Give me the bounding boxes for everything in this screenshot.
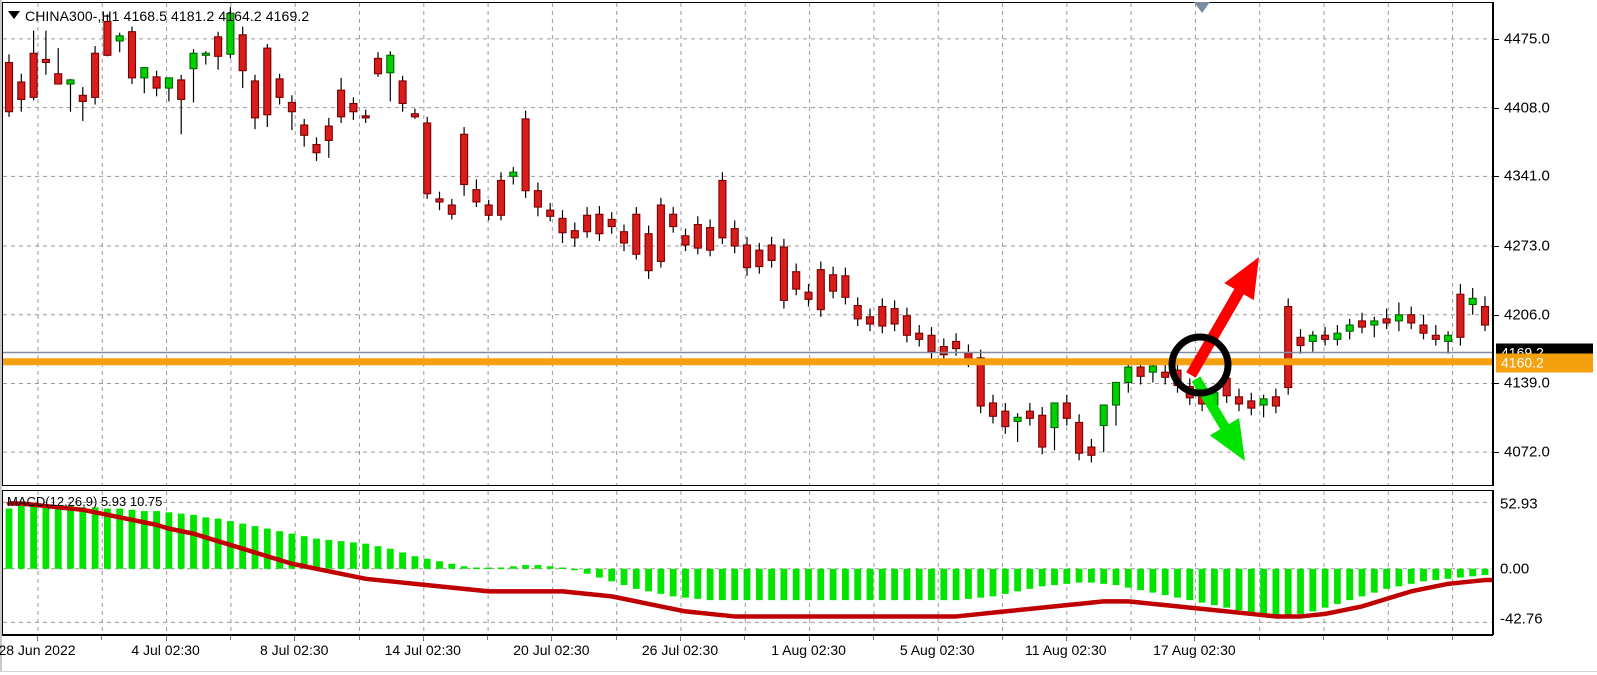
time-minor-tick: [229, 636, 231, 640]
time-tick-label: 11 Aug 02:30: [1025, 642, 1107, 658]
macd-tick-label: -42.76: [1500, 610, 1543, 628]
price-tick-mark: [1494, 383, 1499, 385]
price-tick-label: 4273.0: [1504, 237, 1550, 255]
time-minor-tick: [487, 636, 489, 640]
triangle-down-icon[interactable]: [8, 11, 20, 19]
time-tick-label: 4 Jul 02:30: [131, 642, 200, 658]
time-minor-tick: [680, 636, 681, 640]
price-chart-panel[interactable]: CHINA300-,H1 4168.5 4181.2 4164.2 4169.2: [2, 2, 1493, 486]
macd-tick-label: 52.93: [1500, 495, 1538, 513]
time-minor-tick: [165, 636, 167, 640]
decision-circle-icon: [1168, 333, 1232, 397]
price-tick-label: 4072.0: [1504, 443, 1550, 461]
last-price-badge[interactable]: 4160.2: [1496, 353, 1593, 373]
price-tick-label: 4139.0: [1504, 374, 1550, 392]
time-minor-tick: [358, 636, 360, 640]
time-minor-tick: [1065, 636, 1067, 640]
macd-tick-label: 0.00: [1500, 560, 1530, 578]
chart-position-marker-icon: [1194, 2, 1210, 13]
macd-chart-canvas: [3, 491, 1492, 634]
time-minor-tick: [294, 636, 296, 640]
time-minor-tick: [744, 636, 746, 640]
macd-signal-line: [6, 501, 1492, 619]
macd-label: MACD(12,26,9) 5.93 10.75: [7, 494, 163, 509]
time-minor-tick: [37, 636, 38, 640]
time-minor-tick: [551, 636, 553, 640]
time-minor-tick: [1130, 636, 1132, 640]
price-tick-mark: [1494, 107, 1499, 109]
time-tick-label: 5 Aug 02:30: [899, 642, 975, 658]
time-tick-label: 20 Jul 02:30: [513, 642, 590, 658]
time-minor-tick: [1387, 636, 1389, 640]
time-minor-tick: [872, 636, 874, 640]
macd-scale-axis[interactable]: 52.93 0.00 -42.76: [1493, 490, 1595, 635]
price-tick-mark: [1494, 452, 1499, 454]
time-tick-label: 14 Jul 02:30: [384, 642, 461, 658]
price-tick-mark: [1494, 176, 1499, 178]
time-scale-axis[interactable]: 28 Jun 2022 4 Jul 02:30 8 Jul 02:30 14 Jul …: [0, 635, 1493, 671]
time-minor-tick: [1323, 636, 1324, 640]
macd-indicator-panel[interactable]: MACD(12,26,9) 5.93 10.75: [2, 490, 1493, 635]
time-minor-tick: [615, 636, 617, 640]
time-tick-label: 28 Jun 2022: [0, 642, 76, 658]
chart-title: CHINA300-,H1 4168.5 4181.2 4164.2 4169.2: [25, 8, 310, 24]
time-minor-tick: [101, 636, 103, 640]
trade-annotation-group: [1168, 257, 1259, 461]
time-tick-label: 8 Jul 02:30: [259, 642, 329, 658]
price-tick-mark: [1494, 314, 1499, 316]
time-minor-tick: [1001, 636, 1003, 640]
time-minor-tick: [808, 636, 810, 640]
time-minor-tick: [422, 636, 424, 640]
price-scale-axis[interactable]: 4475.0 4408.0 4341.0 4273.0 4206.0 4139.0 4072…: [1493, 2, 1595, 486]
price-tick-label: 4341.0: [1504, 167, 1550, 185]
price-tick-label: 4475.0: [1504, 30, 1550, 48]
window-left-edge: [0, 0, 2, 675]
bearish-arrow-icon: [1191, 376, 1245, 461]
time-tick-label: 1 Aug 02:30: [771, 642, 846, 658]
time-minor-tick: [1258, 636, 1260, 640]
price-tick-mark: [1494, 246, 1499, 248]
time-tick-label: 17 Aug 02:30: [1153, 642, 1236, 658]
price-chart-canvas: [3, 3, 1492, 485]
time-tick-label: 26 Jul 02:30: [641, 642, 719, 658]
time-minor-tick: [1194, 636, 1196, 640]
price-tick-label: 4408.0: [1504, 99, 1550, 117]
time-minor-tick: [1451, 636, 1453, 640]
price-tick-mark: [1494, 38, 1499, 40]
price-tick-label: 4206.0: [1504, 306, 1550, 324]
bullish-arrow-icon: [1186, 257, 1259, 378]
time-minor-tick: [937, 636, 939, 640]
window-bottom-strip: [0, 671, 1597, 675]
